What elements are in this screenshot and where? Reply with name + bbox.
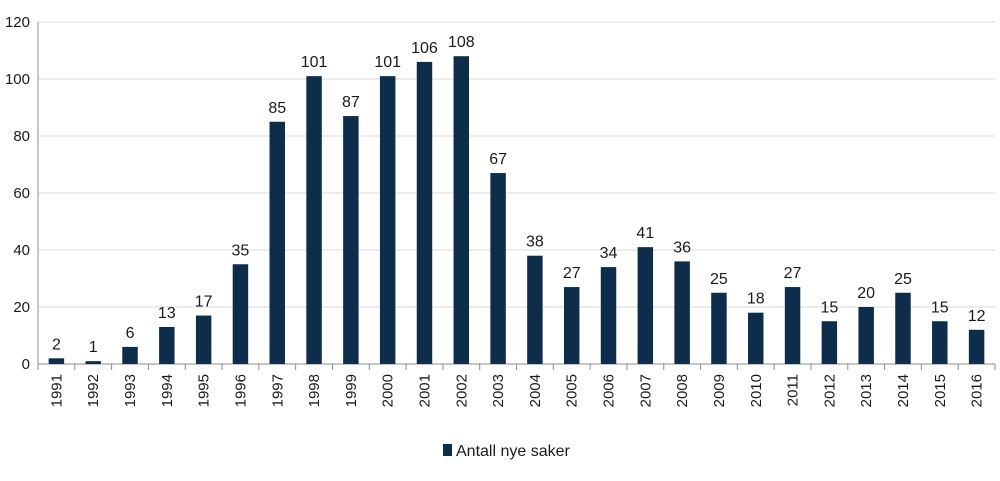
data-label-2002: 108 (448, 34, 475, 51)
x-tick-label-2012: 2012 (821, 374, 838, 407)
data-label-2012: 15 (820, 299, 838, 316)
data-label-2009: 25 (710, 271, 728, 288)
bar-2011 (784, 287, 801, 364)
x-tick-label-1999: 1999 (343, 374, 360, 407)
bar-1998 (306, 76, 322, 365)
bar-1999 (343, 116, 359, 364)
bar-2010 (748, 312, 764, 364)
x-tick-label-2000: 2000 (380, 374, 397, 407)
data-label-2016: 12 (968, 308, 986, 325)
x-tick-label-2016: 2016 (969, 374, 986, 407)
x-tick-label-2004: 2004 (527, 374, 544, 407)
legend: Antall nye saker (443, 443, 571, 460)
data-label-2013: 20 (857, 285, 875, 302)
data-label-1992: 1 (89, 339, 98, 356)
data-label-2015: 15 (931, 299, 949, 316)
bar-2013 (858, 307, 874, 364)
bar-2003 (490, 173, 506, 364)
data-label-1997: 85 (268, 100, 286, 117)
bar-2007 (637, 247, 654, 364)
data-label-1998: 101 (301, 54, 328, 71)
x-tick-label-1997: 1997 (269, 374, 286, 407)
x-tick-label-1996: 1996 (232, 374, 249, 407)
gridlines (38, 21, 995, 308)
x-tick-label-2011: 2011 (785, 374, 802, 406)
data-label-2005: 27 (563, 265, 581, 282)
y-tick-label: 80 (13, 128, 30, 145)
bar-2001 (416, 61, 433, 365)
x-axis-tick-labels: 1991 1992 1993 1994 1995 1996 1997 1998 1999 2000… (48, 374, 985, 407)
bar-1993 (122, 346, 138, 364)
data-label-1994: 13 (158, 305, 176, 322)
x-tick-label-2001: 2001 (416, 374, 433, 407)
data-labels: 2 1 6 13 17 35 85 101 87 101 106 108 67 38 27 34 41 36 25 1… (52, 34, 986, 356)
bar-2009 (711, 292, 727, 364)
data-label-2014: 25 (894, 271, 912, 288)
x-tick-label-1995: 1995 (196, 374, 213, 407)
y-tick-label: 40 (13, 242, 30, 259)
bar-1995 (195, 315, 212, 364)
y-tick-label: 0 (22, 356, 30, 373)
x-tick-label-1993: 1993 (122, 374, 139, 407)
x-tick-label-2005: 2005 (564, 374, 581, 407)
x-tick-label-2003: 2003 (490, 374, 507, 407)
data-label-2010: 18 (747, 291, 765, 308)
data-label-2000: 101 (374, 54, 401, 71)
data-label-1991: 2 (52, 336, 61, 353)
y-axis-tick-labels: 0 20 40 60 80 100 120 (5, 14, 30, 373)
bar-2012 (821, 321, 838, 364)
data-label-2008: 36 (673, 239, 691, 256)
x-tick-label-2007: 2007 (637, 374, 654, 407)
data-label-1996: 35 (232, 242, 250, 259)
x-tick-label-2006: 2006 (601, 374, 618, 407)
bar-2006 (600, 267, 617, 364)
x-tick-label-2002: 2002 (453, 374, 470, 407)
bar-2008 (674, 261, 690, 364)
x-tick-label-2015: 2015 (932, 374, 949, 407)
bars (48, 56, 985, 365)
data-label-2001: 106 (411, 40, 438, 57)
x-tick-label-1992: 1992 (85, 374, 102, 407)
data-label-1993: 6 (126, 325, 135, 342)
x-tick-label-1994: 1994 (159, 374, 176, 407)
data-label-2007: 41 (636, 225, 654, 242)
y-tick-label: 100 (5, 71, 30, 88)
x-tick-label-2008: 2008 (674, 374, 691, 407)
bar-2016 (968, 329, 985, 364)
data-label-1999: 87 (342, 94, 360, 111)
bar-2005 (563, 287, 580, 364)
axes (37, 22, 996, 370)
x-tick-label-2009: 2009 (711, 374, 728, 407)
y-tick-label: 20 (13, 299, 30, 316)
data-label-2004: 38 (526, 234, 544, 251)
x-tick-label-2010: 2010 (748, 374, 765, 407)
bar-1994 (159, 326, 175, 364)
y-tick-label: 60 (13, 185, 30, 202)
bar-1992 (85, 361, 101, 364)
legend-label: Antall nye saker (456, 443, 571, 460)
data-label-2011: 27 (784, 265, 802, 282)
bar-2014 (895, 292, 911, 364)
legend-swatch (443, 444, 452, 456)
x-tick-label-2014: 2014 (895, 374, 912, 407)
data-label-2006: 34 (600, 245, 618, 262)
bar-2002 (453, 56, 470, 364)
x-tick-label-1991: 1991 (48, 374, 65, 407)
x-tick-label-1998: 1998 (306, 374, 323, 407)
x-tick-label-2013: 2013 (858, 374, 875, 407)
bar-2004 (527, 255, 543, 364)
bar-2000 (379, 76, 396, 365)
bar-2015 (932, 321, 948, 364)
bar-1991 (48, 358, 65, 364)
y-tick-label: 120 (5, 14, 30, 31)
bar-1996 (232, 264, 249, 364)
data-label-2003: 67 (489, 151, 507, 168)
bar-1997 (269, 121, 285, 364)
data-label-1995: 17 (195, 294, 213, 311)
